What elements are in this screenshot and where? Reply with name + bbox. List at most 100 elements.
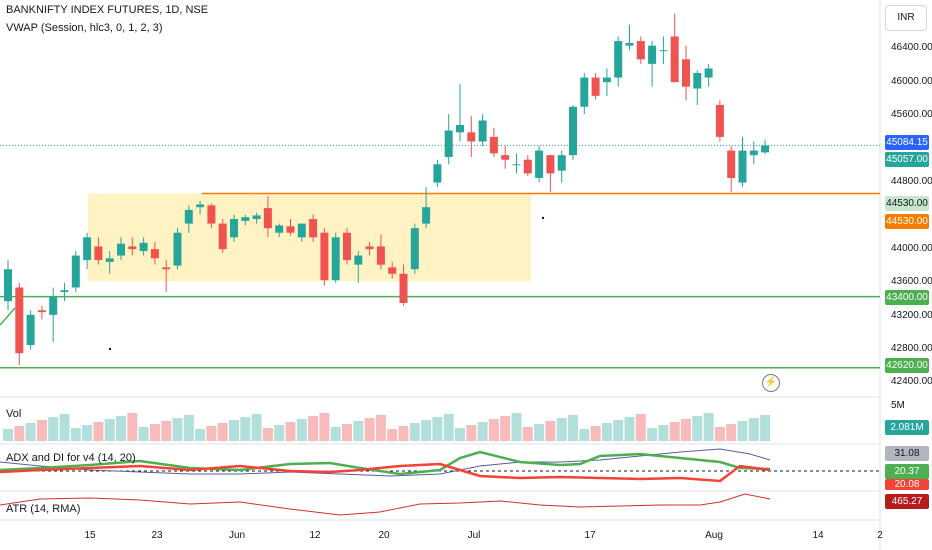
candle-body[interactable] — [286, 226, 295, 233]
candle-body[interactable] — [83, 237, 92, 261]
candle-body[interactable] — [15, 287, 24, 354]
candle-body[interactable] — [456, 125, 464, 133]
chart-title[interactable]: BANKNIFTY INDEX FUTURES, 1D, NSE — [6, 4, 209, 16]
candle-body[interactable] — [139, 242, 148, 251]
candle-body[interactable] — [37, 310, 46, 313]
price-tick: 43600.00 — [891, 276, 932, 287]
candle-body[interactable] — [230, 219, 238, 238]
candle-body[interactable] — [648, 45, 657, 64]
candle-body[interactable] — [761, 145, 770, 153]
candle-body[interactable] — [241, 217, 250, 221]
adx-value-tag: 31.08 — [885, 446, 929, 461]
adx-legend[interactable]: ADX and DI for v4 (14, 20) — [6, 452, 136, 464]
candle-body[interactable] — [693, 73, 702, 89]
volume-bar — [138, 427, 149, 441]
volume-bar — [681, 419, 691, 441]
candle-body[interactable] — [150, 249, 159, 259]
candle-body[interactable] — [60, 290, 69, 293]
candle-body[interactable] — [670, 36, 679, 83]
candle-body[interactable] — [636, 41, 645, 60]
candle-body[interactable] — [71, 255, 80, 288]
candle-body[interactable] — [26, 314, 35, 345]
time-tick: 20 — [378, 530, 390, 541]
candle-body[interactable] — [105, 258, 114, 262]
volume-bar — [409, 423, 420, 441]
candle-body[interactable] — [365, 246, 374, 250]
candle-body[interactable] — [117, 243, 125, 256]
volume-bar — [545, 421, 556, 441]
volume-bar — [726, 424, 737, 441]
candle-body[interactable] — [682, 59, 690, 87]
candle-body[interactable] — [614, 41, 623, 78]
candle-body[interactable] — [275, 225, 284, 233]
volume-legend[interactable]: Vol — [6, 408, 22, 420]
candle-body[interactable] — [297, 223, 306, 238]
candle-body[interactable] — [388, 267, 397, 274]
candle-body[interactable] — [320, 232, 329, 281]
candle-body[interactable] — [376, 246, 385, 265]
candle-body[interactable] — [207, 205, 216, 224]
candle-body[interactable] — [557, 155, 566, 171]
candle-body[interactable] — [501, 155, 510, 160]
candle-body[interactable] — [591, 77, 600, 96]
candle-body[interactable] — [602, 77, 611, 83]
volume-bar — [172, 418, 183, 441]
candle-body[interactable] — [738, 150, 747, 183]
trend-segment — [0, 307, 16, 326]
candle-body[interactable] — [196, 204, 205, 208]
candle-body[interactable] — [410, 228, 419, 270]
volume-bar — [229, 420, 239, 441]
volume-bar — [432, 417, 443, 441]
price-tick: 46400.00 — [891, 42, 932, 53]
candle-body[interactable] — [422, 207, 431, 224]
candle-body[interactable] — [580, 77, 589, 107]
volume-bar — [262, 428, 273, 441]
candle-body[interactable] — [625, 42, 634, 46]
candle-body[interactable] — [173, 232, 182, 266]
atr-legend[interactable]: ATR (14, RMA) — [6, 503, 81, 515]
candle-body[interactable] — [4, 269, 12, 302]
candle-body[interactable] — [523, 159, 532, 174]
candle-body[interactable] — [478, 120, 487, 142]
candle-body[interactable] — [49, 296, 58, 315]
candle-body[interactable] — [399, 273, 408, 303]
di-minus-tag: 20.08 — [885, 479, 929, 490]
volume-bar — [319, 413, 330, 441]
volume-bar — [161, 421, 172, 441]
currency-button[interactable]: INR — [885, 5, 927, 31]
candle-body[interactable] — [162, 267, 171, 270]
candle-body[interactable] — [309, 219, 318, 238]
candle-body[interactable] — [354, 255, 363, 265]
candle-body[interactable] — [94, 246, 103, 261]
candle-body[interactable] — [444, 130, 453, 157]
candle-body[interactable] — [218, 223, 227, 250]
candle-body[interactable] — [704, 68, 713, 78]
candle-body[interactable] — [128, 246, 137, 250]
volume-bar — [703, 413, 714, 441]
volume-bar — [217, 423, 228, 441]
candle-body[interactable] — [184, 209, 193, 224]
candle-body[interactable] — [263, 208, 272, 229]
volume-bar — [658, 425, 669, 441]
candle-body[interactable] — [535, 150, 544, 178]
candle-body[interactable] — [715, 104, 724, 137]
lightning-icon[interactable]: ⚡ — [762, 374, 780, 392]
candle-body[interactable] — [659, 50, 668, 52]
time-tick: 23 — [151, 530, 163, 541]
candle-body[interactable] — [489, 136, 498, 154]
vwap-legend[interactable]: VWAP (Session, hlc3, 0, 1, 2, 3) — [6, 22, 163, 34]
candle-body[interactable] — [343, 232, 351, 261]
candle-body[interactable] — [433, 164, 442, 183]
candle-body[interactable] — [252, 215, 261, 220]
candle-body[interactable] — [727, 150, 736, 178]
candle-body[interactable] — [749, 150, 758, 156]
candle-body[interactable] — [546, 155, 555, 174]
candle-body[interactable] — [569, 106, 577, 156]
candle-body[interactable] — [512, 164, 521, 166]
volume-bar — [568, 415, 578, 441]
candle-body[interactable] — [467, 132, 476, 142]
volume-bar — [748, 418, 759, 441]
atr-value-tag: 465.27 — [885, 494, 929, 509]
candle-body[interactable] — [331, 237, 340, 281]
